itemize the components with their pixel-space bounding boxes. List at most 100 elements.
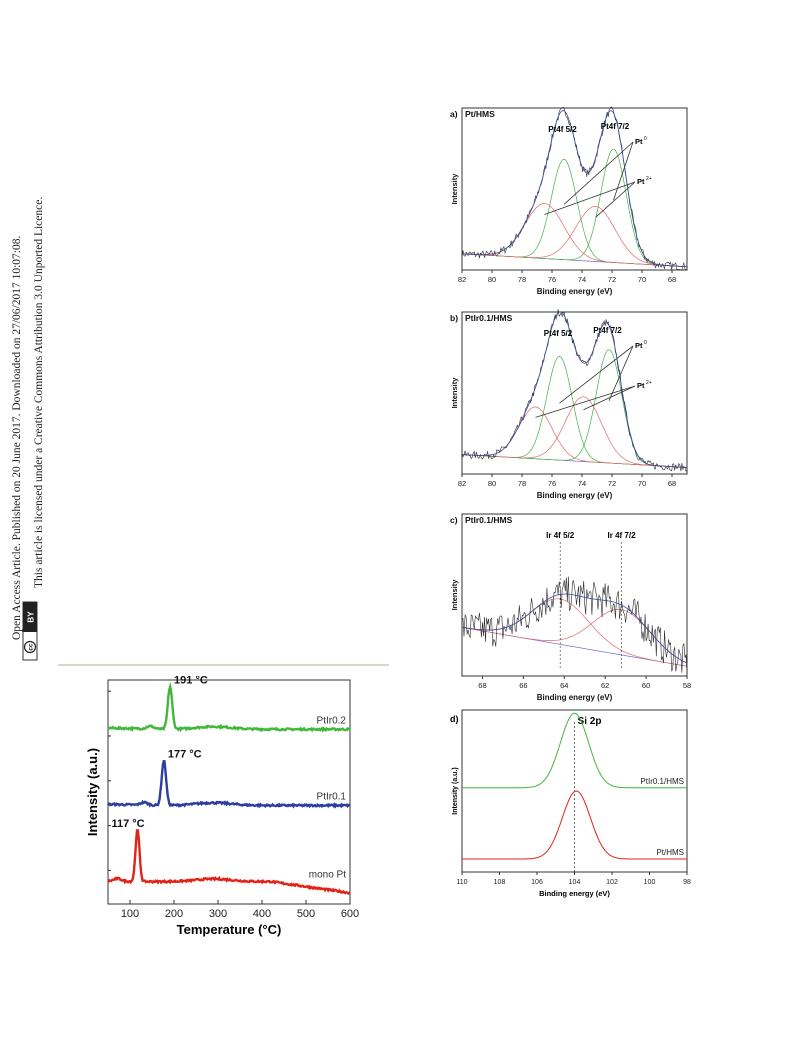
panel-title: Pt/HMS <box>465 109 495 119</box>
plot-frame <box>461 311 688 475</box>
peak-temperature-label: 191 °C <box>174 676 208 687</box>
x-tick-label: 200 <box>165 908 183 920</box>
notice-line-1: Open Access Article. Published on 20 Jun… <box>11 235 23 640</box>
x-tick-label: 500 <box>297 908 315 920</box>
series-line-0 <box>462 712 687 789</box>
peak-label: Pt4f 7/2 <box>593 326 622 335</box>
peak-temperature-label: 177 °C <box>168 749 202 761</box>
state-label-pt0: Pt <box>635 341 643 350</box>
component-peak-pt0-0 <box>462 356 687 468</box>
series-line-1 <box>462 790 687 860</box>
x-tick-label: 98 <box>683 879 691 886</box>
x-tick-label: 106 <box>531 879 543 886</box>
component-peak-pt2-0 <box>461 598 688 667</box>
component-peak-pt0-0 <box>461 158 688 268</box>
component-peak-pt0-1 <box>461 148 688 268</box>
x-tick-label: 600 <box>341 908 359 920</box>
pointer-arrow <box>608 345 634 401</box>
xps-chart-b: 82 80 78 76 74 72 70 68 Binding energy (eV) Inten… <box>450 309 688 500</box>
component-peak-pt2-0 <box>462 203 688 268</box>
pointer-arrow <box>613 141 634 201</box>
x-tick-label: 76 <box>548 479 556 488</box>
fit-envelope-line <box>461 593 688 664</box>
y-axis-label: Intensity <box>450 173 459 205</box>
x-tick-label: 76 <box>548 275 556 284</box>
x-tick-label: 74 <box>578 479 586 488</box>
x-tick-label: 62 <box>601 681 609 690</box>
x-tick-label: 102 <box>606 879 618 886</box>
x-axis-label: Binding energy (eV) <box>537 287 613 296</box>
state-label-pt2: Pt <box>637 381 645 390</box>
x-tick-label: 68 <box>668 275 676 284</box>
peak-temperature-label: 117 °C <box>111 818 144 830</box>
x-tick-label: 70 <box>638 275 646 284</box>
x-axis-label: Binding energy (eV) <box>539 889 610 898</box>
cc-label: cc <box>28 643 35 651</box>
x-tick-label: 64 <box>560 681 568 690</box>
pointer-arrow <box>563 141 634 205</box>
y-axis-label: Intensity (a.u.) <box>452 767 459 814</box>
panel-title: PtIr0.1/HMS <box>465 313 513 323</box>
fit-envelope-line <box>462 110 688 268</box>
state-sup-pt2: 2+ <box>646 380 652 386</box>
series-label: PtIr0.1/HMS <box>640 777 684 786</box>
fit-envelope-line <box>462 311 687 468</box>
y-axis-label: Intensity (a.u.) <box>85 748 100 836</box>
y-axis-label: Intensity <box>450 579 459 611</box>
x-tick-label: 400 <box>253 908 271 920</box>
series-line-2 <box>107 829 351 895</box>
x-tick-label: 74 <box>578 275 586 284</box>
xps-chart-a: 82 80 78 76 74 72 70 68 Binding energy (eV) Inten… <box>450 106 688 296</box>
panel-label: d) <box>450 714 459 724</box>
raw-spectrum-line <box>461 309 688 472</box>
section-divider <box>58 664 389 666</box>
x-tick-label: 72 <box>608 275 616 284</box>
panel-title: PtIr0.1/HMS <box>465 515 513 525</box>
pointer-arrow <box>595 181 636 218</box>
by-label: BY <box>27 611 36 623</box>
state-label-pt2: Pt <box>637 177 645 186</box>
x-axis-label: Temperature (°C) <box>177 922 282 937</box>
xps-chart-c: 68 66 64 62 60 58 Binding energy (eV) Intensity… <box>450 513 691 702</box>
x-tick-label: 60 <box>642 681 650 690</box>
pointer-arrow <box>544 181 636 215</box>
cc-by-badge[interactable]: cc BY <box>22 601 38 661</box>
licence-notice: Open Access Article. Published on 20 Jun… <box>11 197 45 661</box>
state-sup-pt0: 0 <box>644 340 647 346</box>
x-tick-label: 300 <box>209 908 227 920</box>
plot-frame <box>461 107 688 271</box>
x-tick-label: 82 <box>458 479 466 488</box>
x-tick-label: 70 <box>638 479 646 488</box>
x-tick-label: 58 <box>683 681 691 690</box>
state-sup-pt0: 0 <box>644 136 647 142</box>
peak-label: Ir 4f 7/2 <box>608 531 637 540</box>
x-tick-label: 80 <box>488 275 496 284</box>
pointer-arrow <box>583 385 636 411</box>
x-tick-label: 68 <box>478 681 486 690</box>
xps-chart-d: 110 108 106 104 102 100 98 Binding energy (eV) I… <box>450 709 691 898</box>
x-tick-label: 100 <box>121 908 139 920</box>
component-peak-pt2-1 <box>462 396 687 468</box>
x-axis-label: Binding energy (eV) <box>537 491 613 500</box>
series-line-0 <box>106 681 351 733</box>
panel-title: Si 2p <box>578 716 602 727</box>
y-axis-label: Intensity <box>450 377 459 409</box>
x-tick-label: 78 <box>518 275 526 284</box>
peak-label: Pt4f 7/2 <box>601 122 630 131</box>
pointer-arrow <box>559 345 634 404</box>
peak-label: Pt4f 5/2 <box>544 329 573 338</box>
notice-line-2: This article is licensed under a Creativ… <box>33 197 45 588</box>
x-axis-label: Binding energy (eV) <box>537 693 613 702</box>
series-label: mono Pt <box>309 870 346 881</box>
state-label-pt0: Pt <box>635 137 643 146</box>
x-tick-label: 104 <box>569 879 581 886</box>
series-label: PtIr0.2 <box>317 715 347 726</box>
raw-spectrum-line <box>461 576 688 676</box>
tpr-chart: 100 200 300 400 500 600 Temperature (°C) Intens… <box>85 676 359 937</box>
x-tick-label: 72 <box>608 479 616 488</box>
panel-label: c) <box>450 515 458 525</box>
state-sup-pt2: 2+ <box>646 176 652 182</box>
x-tick-label: 100 <box>644 879 656 886</box>
x-tick-label: 82 <box>458 275 466 284</box>
peak-label: Pt4f 5/2 <box>548 125 577 134</box>
